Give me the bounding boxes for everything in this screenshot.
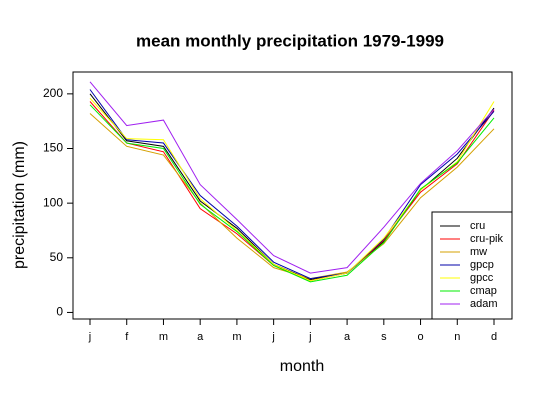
legend-label: gpcc (470, 272, 494, 284)
series-line (89, 89, 495, 280)
plot-frame (72, 71, 513, 320)
x-tick-label: o (417, 331, 423, 343)
x-tick-label: a (197, 331, 204, 343)
x-tick-label: j (271, 331, 274, 343)
x-tick-label: a (344, 331, 351, 343)
y-axis-label: precipitation (mm) (11, 141, 28, 269)
x-tick-label: s (381, 331, 387, 343)
chart-title: mean monthly precipitation 1979-1999 (136, 31, 444, 50)
x-tick-label: d (491, 331, 497, 343)
series-line (89, 104, 495, 283)
x-tick-label: n (454, 331, 460, 343)
x-tick-label: f (125, 331, 129, 343)
x-axis-label: month (280, 358, 324, 375)
legend-label: cru-pik (470, 233, 504, 245)
legend-label: mw (470, 246, 487, 258)
y-tick-label: 0 (56, 305, 63, 319)
y-tick-label: 200 (43, 86, 63, 100)
y-tick-label: 150 (43, 141, 63, 155)
series-line (89, 97, 495, 282)
y-tick-label: 50 (50, 250, 64, 264)
series-line (89, 81, 495, 274)
legend-label: cru (470, 220, 485, 232)
x-tick-label: j (308, 331, 311, 343)
legend-label: adam (470, 298, 498, 310)
x-tick-label: j (88, 331, 91, 343)
y-tick-label: 100 (43, 195, 63, 209)
legend-label: gpcp (470, 259, 494, 271)
x-tick-label: m (159, 331, 168, 343)
x-tick-label: m (232, 331, 241, 343)
legend-label: cmap (470, 285, 497, 297)
